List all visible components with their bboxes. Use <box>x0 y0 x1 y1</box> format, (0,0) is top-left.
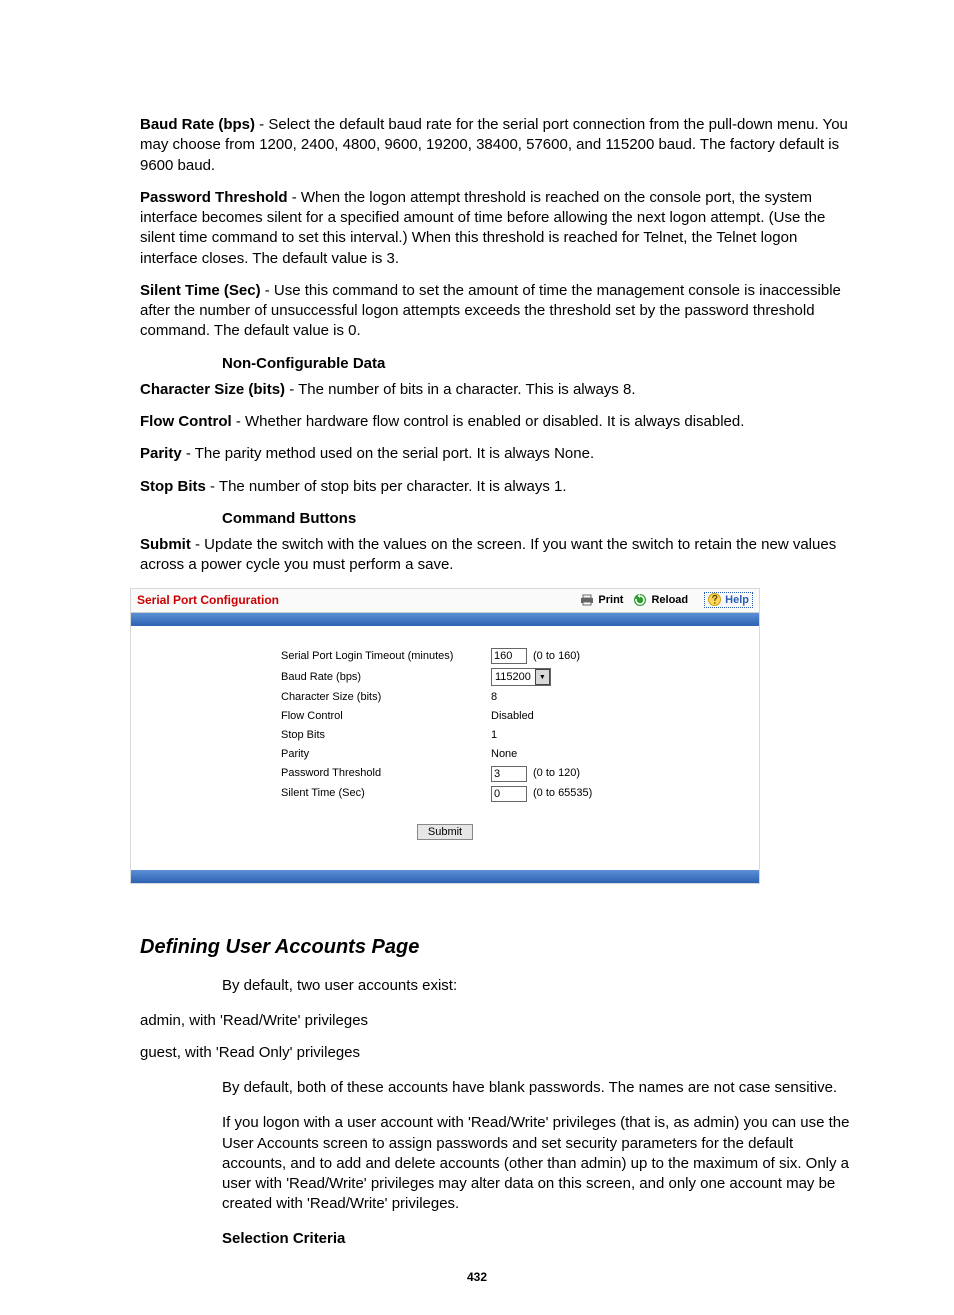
label-silent-time: Silent Time (Sec) <box>140 282 261 299</box>
ua-intro: By default, two user accounts exist: <box>222 976 854 996</box>
select-baud-rate[interactable]: 115200 ▼ <box>491 668 551 686</box>
value-flow-control: Disabled <box>491 709 534 724</box>
label-stop-bits: Stop Bits <box>140 478 206 495</box>
text-flow-control: - Whether hardware flow control is enabl… <box>232 413 745 430</box>
para-parity: Parity - The parity method used on the s… <box>140 444 854 464</box>
label-stop: Stop Bits <box>141 728 491 743</box>
row-login-timeout: Serial Port Login Timeout (minutes) (0 t… <box>141 648 749 664</box>
label-silent: Silent Time (Sec) <box>141 786 491 801</box>
label-baud: Baud Rate (bps) <box>141 670 491 685</box>
row-silent-time: Silent Time (Sec) (0 to 65535) <box>141 786 749 802</box>
reload-button[interactable]: Reload <box>633 593 688 608</box>
help-button[interactable]: Help <box>704 592 753 609</box>
label-flow: Flow Control <box>141 709 491 724</box>
help-icon <box>708 593 721 606</box>
chevron-down-icon: ▼ <box>535 669 550 685</box>
label-parity: Parity <box>140 445 182 462</box>
ua-admin-line: admin, with 'Read/Write' privileges <box>140 1011 854 1031</box>
hint-silent-time: (0 to 65535) <box>533 786 592 801</box>
ua-note2: If you logon with a user account with 'R… <box>222 1113 854 1214</box>
label-baud-rate: Baud Rate (bps) <box>140 116 255 133</box>
label-login-timeout: Serial Port Login Timeout (minutes) <box>141 649 491 664</box>
heading-non-configurable: Non-Configurable Data <box>222 354 854 374</box>
para-silent-time: Silent Time (Sec) - Use this command to … <box>140 281 854 342</box>
row-password-threshold: Password Threshold (0 to 120) <box>141 766 749 782</box>
panel-body: Serial Port Login Timeout (minutes) (0 t… <box>131 626 759 870</box>
panel-top-bar <box>131 613 759 626</box>
para-flow-control: Flow Control - Whether hardware flow con… <box>140 412 854 432</box>
input-login-timeout[interactable] <box>491 648 527 664</box>
text-parity: - The parity method used on the serial p… <box>182 445 594 462</box>
label-parity-row: Parity <box>141 747 491 762</box>
value-char-size: 8 <box>491 690 497 705</box>
page-number: 432 <box>0 1269 954 1285</box>
text-char-size: - The number of bits in a character. Thi… <box>285 381 635 398</box>
row-stop-bits: Stop Bits 1 <box>141 728 749 743</box>
row-baud-rate: Baud Rate (bps) 115200 ▼ <box>141 668 749 686</box>
hint-password-threshold: (0 to 120) <box>533 766 580 781</box>
print-button[interactable]: Print <box>580 593 623 608</box>
hint-login-timeout: (0 to 160) <box>533 649 580 664</box>
heading-command-buttons: Command Buttons <box>222 509 854 529</box>
panel-bottom-bar <box>131 870 759 883</box>
para-baud-rate: Baud Rate (bps) - Select the default bau… <box>140 115 854 176</box>
value-parity: None <box>491 747 517 762</box>
para-submit: Submit - Update the switch with the valu… <box>140 535 854 576</box>
label-submit: Submit <box>140 536 191 553</box>
reload-label: Reload <box>651 593 688 608</box>
ua-guest-line: guest, with 'Read Only' privileges <box>140 1043 854 1063</box>
label-flow-control: Flow Control <box>140 413 232 430</box>
print-icon <box>580 594 594 606</box>
panel-header: Serial Port Configuration Print <box>131 589 759 614</box>
text-stop-bits: - The number of stop bits per character.… <box>206 478 567 495</box>
para-char-size: Character Size (bits) - The number of bi… <box>140 380 854 400</box>
panel-title: Serial Port Configuration <box>137 592 279 608</box>
input-silent-time[interactable] <box>491 786 527 802</box>
label-char-size: Character Size (bits) <box>140 381 285 398</box>
serial-port-config-panel: Serial Port Configuration Print <box>130 588 760 885</box>
row-char-size: Character Size (bits) 8 <box>141 690 749 705</box>
print-label: Print <box>598 593 623 608</box>
row-flow-control: Flow Control Disabled <box>141 709 749 724</box>
help-label: Help <box>725 593 749 608</box>
input-password-threshold[interactable] <box>491 766 527 782</box>
value-stop-bits: 1 <box>491 728 497 743</box>
row-parity: Parity None <box>141 747 749 762</box>
section-title-user-accounts: Defining User Accounts Page <box>140 934 854 961</box>
ua-note1: By default, both of these accounts have … <box>222 1078 854 1098</box>
text-submit: - Update the switch with the values on t… <box>140 536 836 573</box>
para-stop-bits: Stop Bits - The number of stop bits per … <box>140 477 854 497</box>
submit-button[interactable]: Submit <box>417 824 473 840</box>
reload-icon <box>633 593 647 607</box>
label-pthresh: Password Threshold <box>141 766 491 781</box>
para-password-threshold: Password Threshold - When the logon atte… <box>140 188 854 269</box>
heading-selection-criteria: Selection Criteria <box>222 1229 854 1249</box>
label-password-threshold: Password Threshold <box>140 189 288 206</box>
label-char: Character Size (bits) <box>141 690 491 705</box>
select-baud-value: 115200 <box>495 670 531 685</box>
